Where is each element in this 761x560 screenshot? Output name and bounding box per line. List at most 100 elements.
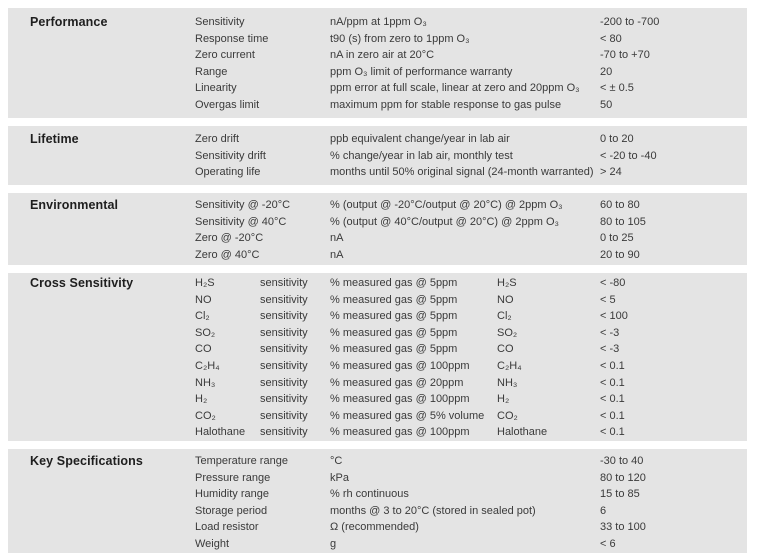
- row-description: nA/ppm at 1ppm O₃: [330, 16, 427, 28]
- row-description: kPa: [330, 471, 349, 484]
- row-value: < 0.1: [600, 376, 625, 389]
- row-parameter: Sensitivity: [195, 16, 245, 28]
- row-description: % measured gas @ 5ppm: [330, 310, 458, 323]
- row-description: °C: [330, 455, 343, 467]
- row-description: % measured gas @ 100ppm: [330, 359, 470, 372]
- row-description: nA in zero air at 20°C: [330, 49, 435, 62]
- row-description: % change/year in lab air, monthly test: [330, 149, 513, 162]
- spec-row: Sensitivity nA/ppm at 1ppm O₃ -200 to -700: [8, 14, 747, 31]
- row-gas-name: H₂S: [497, 277, 517, 289]
- row-value: 6: [600, 504, 607, 517]
- spec-row: Humidity range % rh continuous 15 to 85: [8, 486, 747, 503]
- row-parameter: Overgas limit: [195, 98, 260, 111]
- row-gas-name: CO₂: [497, 409, 518, 422]
- section-key-specifications: Key Specifications Temperature range °C -30…: [8, 449, 747, 553]
- spec-row: CO sensitivity % measured gas @ 5ppm CO < -3: [8, 341, 747, 358]
- spec-row: CO₂ sensitivity % measured gas @ 5% volume…: [8, 408, 747, 425]
- row-value: 20 to 90: [600, 248, 640, 261]
- row-value: < -80: [600, 277, 626, 289]
- section-rows: H₂S sensitivity % measured gas @ 5ppm H₂S < …: [8, 273, 747, 441]
- row-value: < 6: [600, 537, 616, 550]
- row-parameter: CO: [195, 343, 212, 356]
- section-title: Key Specifications: [30, 454, 143, 468]
- spec-row: Load resistor Ω (recommended) 33 to 100: [8, 519, 747, 536]
- row-value: 60 to 80: [600, 199, 640, 211]
- row-description: nA: [330, 232, 344, 245]
- section-rows: Sensitivity @ -20°C % (output @ -20°C/out…: [8, 193, 747, 265]
- row-description: % measured gas @ 5ppm: [330, 326, 458, 339]
- row-value: < -3: [600, 343, 620, 356]
- row-sublabel: sensitivity: [260, 343, 308, 356]
- row-gas-name: H₂: [497, 393, 510, 406]
- row-value: 33 to 100: [600, 521, 646, 534]
- row-parameter: H₂: [195, 393, 208, 406]
- row-parameter: Pressure range: [195, 471, 271, 484]
- row-sublabel: sensitivity: [260, 426, 308, 439]
- section-title: Cross Sensitivity: [30, 276, 134, 290]
- row-description: % (output @ 40°C/output @ 20°C) @ 2ppm O…: [330, 215, 559, 228]
- row-description: % measured gas @ 100ppm: [330, 393, 470, 406]
- spec-row: SO₂ sensitivity % measured gas @ 5ppm SO₂ < …: [8, 325, 747, 342]
- spec-row: Cl₂ sensitivity % measured gas @ 5ppm Cl₂ < …: [8, 308, 747, 325]
- spec-row: Operating life months until 50% original …: [8, 164, 747, 181]
- row-description: ppb equivalent change/year in lab air: [330, 133, 510, 145]
- row-parameter: H₂S: [195, 277, 215, 289]
- row-parameter: NO: [195, 293, 212, 306]
- row-description: months until 50% original signal (24-mon…: [330, 166, 594, 179]
- spec-row: H₂S sensitivity % measured gas @ 5ppm H₂S < …: [8, 275, 747, 292]
- row-value: -30 to 40: [600, 455, 644, 467]
- row-value: < 0.1: [600, 409, 625, 422]
- row-value: < ± 0.5: [600, 82, 634, 95]
- row-value: 0 to 20: [600, 133, 634, 145]
- section-title: Performance: [30, 15, 108, 29]
- row-value: 20: [600, 65, 613, 78]
- row-description: g: [330, 537, 337, 550]
- spec-row: Storage period months @ 3 to 20°C (stored…: [8, 503, 747, 520]
- row-sublabel: sensitivity: [260, 393, 308, 406]
- row-sublabel: sensitivity: [260, 310, 308, 323]
- row-value: 80 to 105: [600, 215, 646, 228]
- section-lifetime: Lifetime Zero drift ppb equivalent change/…: [8, 126, 747, 185]
- row-value: 15 to 85: [600, 488, 640, 501]
- row-value: < 100: [600, 310, 628, 323]
- row-sublabel: sensitivity: [260, 376, 308, 389]
- row-gas-name: NO: [497, 293, 514, 306]
- row-description: maximum ppm for stable response to gas p…: [330, 98, 562, 111]
- spec-row: Pressure range kPa 80 to 120: [8, 470, 747, 487]
- row-parameter: Zero drift: [195, 133, 240, 145]
- row-sublabel: sensitivity: [260, 359, 308, 372]
- row-value: < -3: [600, 326, 620, 339]
- row-gas-name: CO: [497, 343, 514, 356]
- spec-row: Overgas limit maximum ppm for stable resp…: [8, 97, 747, 114]
- spec-row: Zero current nA in zero air at 20°C -70 to…: [8, 47, 747, 64]
- row-gas-name: Cl₂: [497, 310, 512, 323]
- row-description: ppm O₃ limit of performance warranty: [330, 65, 513, 78]
- row-value: < 0.1: [600, 426, 625, 439]
- spec-row: Range ppm O₃ limit of performance warrant…: [8, 64, 747, 81]
- row-parameter: C₂H₄: [195, 359, 220, 372]
- row-value: 50: [600, 98, 613, 111]
- row-parameter: SO₂: [195, 326, 216, 339]
- row-parameter: Range: [195, 65, 228, 78]
- row-parameter: CO₂: [195, 409, 216, 422]
- row-sublabel: sensitivity: [260, 326, 308, 339]
- row-gas-name: C₂H₄: [497, 359, 522, 372]
- spec-row: Sensitivity drift % change/year in lab ai…: [8, 148, 747, 165]
- row-parameter: Sensitivity @ -20°C: [195, 199, 291, 211]
- row-parameter: Response time: [195, 32, 269, 45]
- row-parameter: Sensitivity @ 40°C: [195, 215, 287, 228]
- spec-row: Halothane sensitivity % measured gas @ 100…: [8, 424, 747, 441]
- row-gas-name: SO₂: [497, 326, 518, 339]
- section-rows: Zero drift ppb equivalent change/year in …: [8, 126, 747, 185]
- section-rows: Sensitivity nA/ppm at 1ppm O₃ -200 to -700…: [8, 8, 747, 118]
- row-sublabel: sensitivity: [260, 293, 308, 306]
- row-parameter: Cl₂: [195, 310, 210, 323]
- row-parameter: Operating life: [195, 166, 261, 179]
- section-performance: Performance Sensitivity nA/ppm at 1ppm O₃ -…: [8, 8, 747, 118]
- spec-row: Zero drift ppb equivalent change/year in …: [8, 131, 747, 148]
- spec-row: Sensitivity @ 40°C % (output @ 40°C/outpu…: [8, 214, 747, 231]
- spec-row: NO sensitivity % measured gas @ 5ppm NO < 5: [8, 292, 747, 309]
- row-gas-name: Halothane: [497, 426, 548, 439]
- row-description: % measured gas @ 20ppm: [330, 376, 464, 389]
